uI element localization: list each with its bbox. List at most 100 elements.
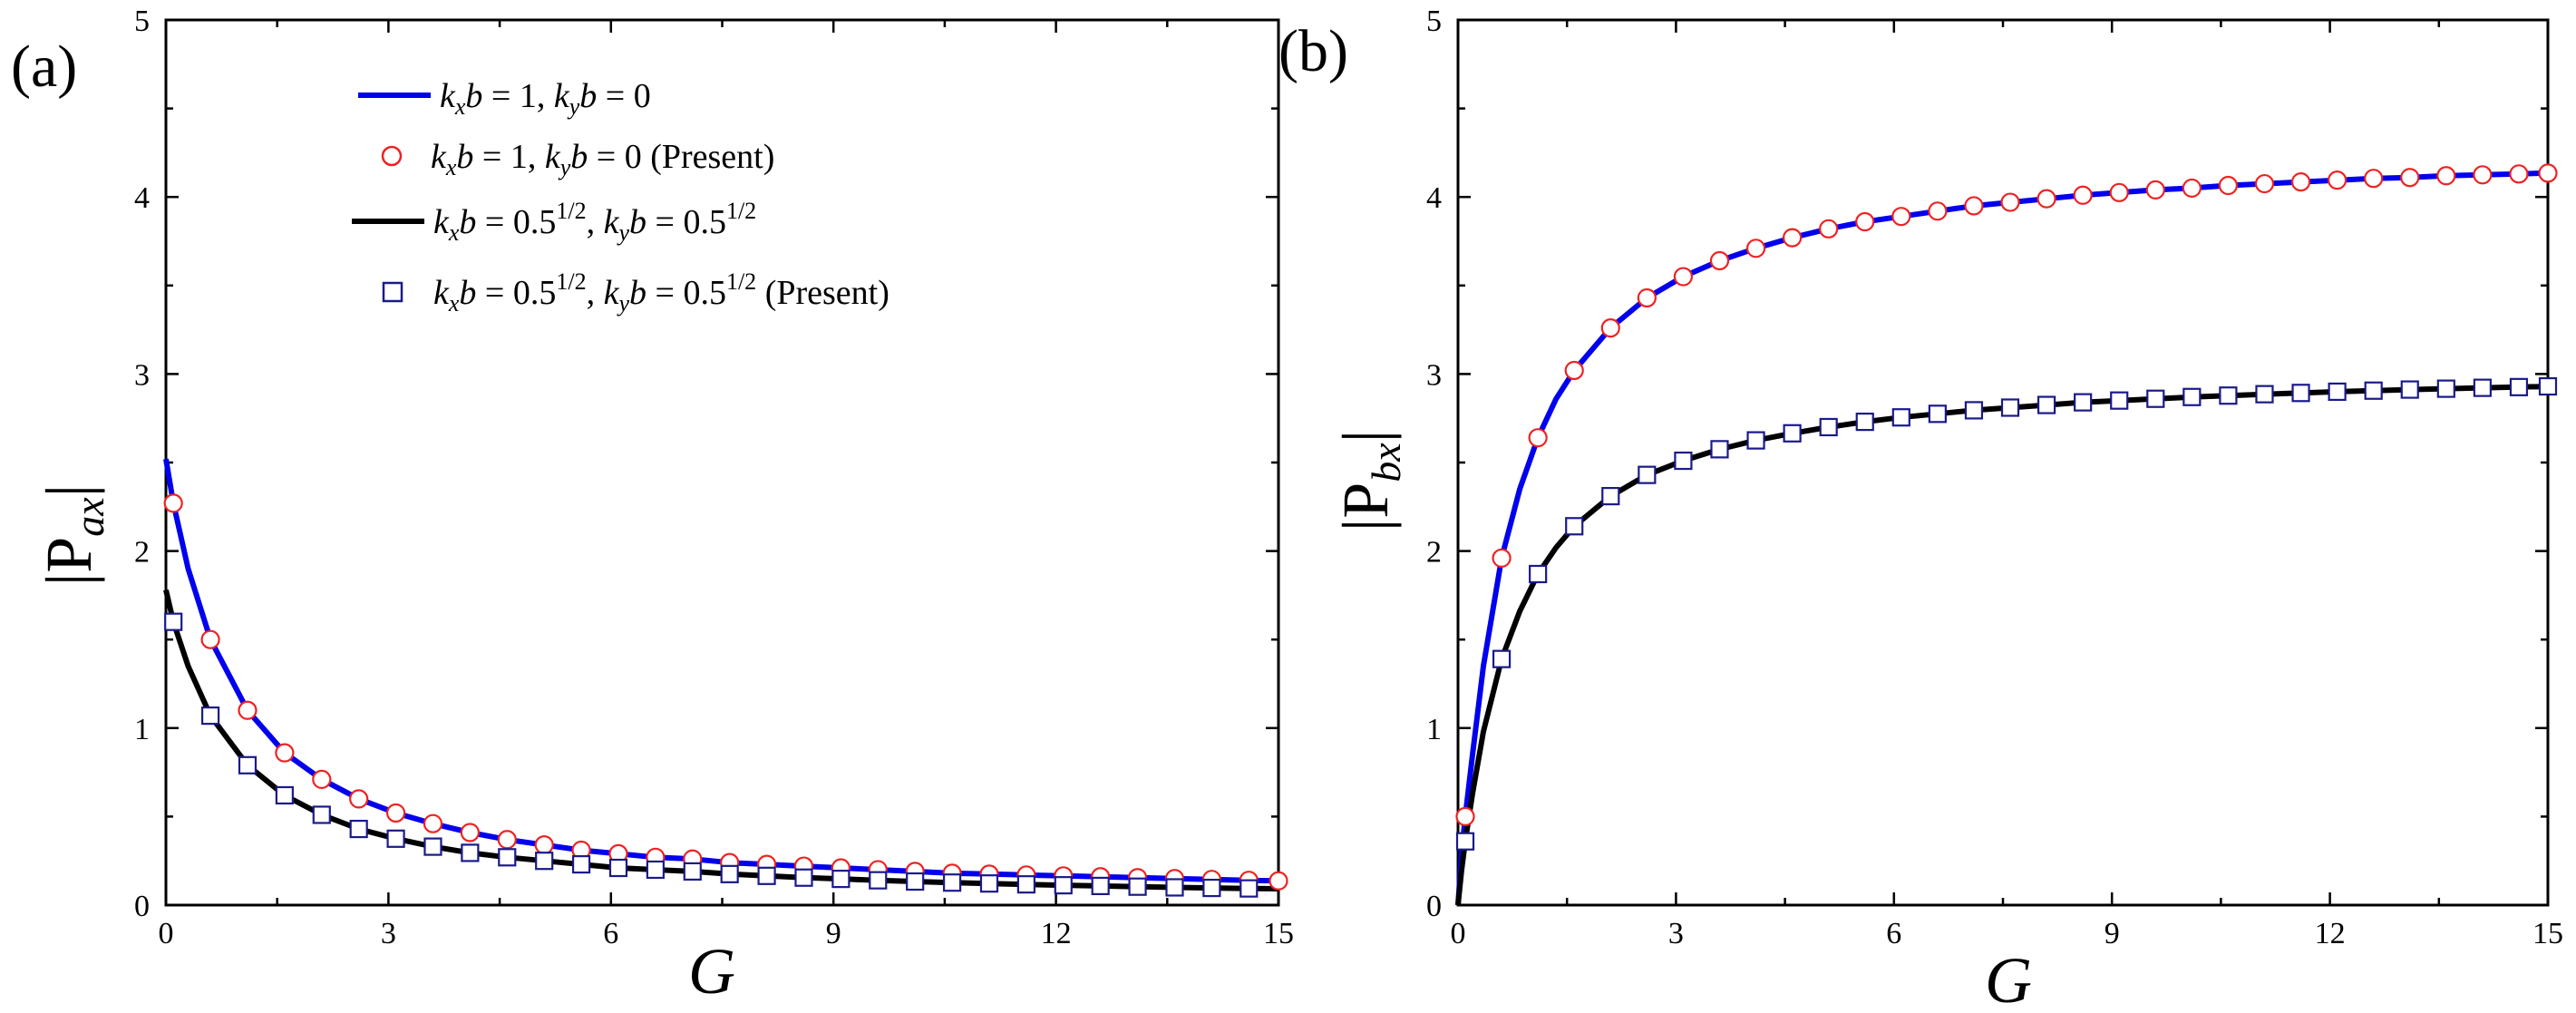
- data-point-circle-b: [2290, 172, 2311, 192]
- data-point-square-b: [2328, 382, 2347, 402]
- data-point-square-b: [1928, 404, 1947, 424]
- data-point-square-a: [608, 858, 628, 878]
- data-point-circle-a: [460, 823, 480, 843]
- data-point-square-a: [906, 872, 925, 891]
- legend-marker-circle: [381, 145, 403, 167]
- data-point-square-a: [275, 785, 294, 805]
- data-point-square-b: [2000, 398, 2020, 417]
- data-point-circle-b: [2509, 164, 2529, 184]
- data-point-circle-b: [2254, 173, 2275, 194]
- data-point-square-b: [1746, 431, 1765, 450]
- data-point-square-b: [1855, 413, 1874, 432]
- data-point-square-a: [1091, 876, 1110, 896]
- series-line-b-0: [1455, 170, 2549, 906]
- data-point-square-a: [1165, 878, 1184, 897]
- data-point-square-b: [2364, 381, 2383, 400]
- data-point-square-b: [2400, 380, 2419, 399]
- panel-b-ylabel-close: |: [1329, 430, 1402, 443]
- data-point-circle-b: [1492, 548, 1512, 569]
- data-point-square-a: [979, 874, 999, 893]
- data-point-square-b: [2036, 395, 2056, 414]
- y-tick-label-a: 4: [134, 181, 150, 215]
- data-point-circle-b: [2000, 192, 2020, 212]
- data-point-square-a: [386, 829, 405, 848]
- data-point-square-a: [423, 837, 442, 856]
- data-point-circle-b: [2218, 175, 2239, 196]
- data-point-circle-b: [1637, 287, 1657, 308]
- data-point-square-a: [535, 852, 554, 871]
- x-tick-label-b: 6: [1886, 917, 1901, 950]
- y-tick-label-b: 3: [1426, 358, 1442, 392]
- data-point-square-b: [2255, 385, 2274, 404]
- data-point-square-b: [1492, 649, 1512, 668]
- data-point-square-b: [1710, 440, 1729, 459]
- data-point-circle-b: [2538, 163, 2558, 183]
- data-point-square-b: [1565, 517, 1584, 536]
- data-point-circle-a: [163, 493, 183, 513]
- legend-marker-square: [382, 281, 403, 303]
- data-point-circle-a: [1269, 871, 1288, 891]
- panel-a-xlabel: G: [688, 935, 735, 1008]
- data-point-square-b: [2291, 384, 2310, 403]
- data-point-square-b: [1819, 417, 1838, 437]
- y-tick-label-a: 2: [134, 536, 150, 570]
- data-point-square-a: [831, 870, 851, 889]
- data-point-circle-b: [1819, 219, 1839, 239]
- data-point-circle-b: [1928, 201, 1948, 221]
- data-point-square-b: [1601, 486, 1620, 506]
- data-point-circle-b: [2182, 178, 2202, 199]
- panel-b-ylabel-main: |P: [1329, 482, 1402, 531]
- data-point-square-b: [2146, 389, 2165, 408]
- data-point-square-a: [1128, 877, 1147, 896]
- data-point-square-b: [1964, 401, 1984, 420]
- data-point-square-a: [1202, 878, 1221, 898]
- panel-a-ylabel-main: |P: [33, 537, 105, 586]
- data-point-circle-a: [534, 835, 554, 855]
- data-point-square-a: [720, 864, 739, 883]
- data-point-square-b: [2509, 377, 2529, 396]
- data-point-circle-b: [1600, 318, 1620, 338]
- x-tick-label-b: 15: [2532, 917, 2563, 950]
- y-tick-label-b: 4: [1426, 181, 1442, 215]
- x-tick-label-a: 12: [1041, 917, 1072, 950]
- data-point-circle-b: [1783, 228, 1803, 248]
- data-point-square-b: [2074, 393, 2093, 412]
- data-point-square-a: [942, 873, 962, 892]
- legend-entry-2: kxb = 1, kyb = 0 (Present): [431, 138, 774, 180]
- data-point-square-b: [2110, 391, 2129, 410]
- series-line-b-1: [1455, 384, 2549, 906]
- data-point-square-b: [1529, 564, 1548, 584]
- data-point-circle-a: [312, 769, 332, 790]
- x-tick-label-a: 6: [603, 917, 618, 950]
- data-point-circle-b: [1891, 207, 1911, 227]
- data-point-circle-a: [423, 813, 443, 833]
- data-point-circle-b: [1855, 211, 1875, 232]
- data-point-square-a: [461, 843, 480, 862]
- data-point-square-a: [683, 862, 702, 882]
- plot-b-frame: [1456, 18, 2550, 907]
- panel-a-ylabel-close: |: [33, 484, 105, 497]
- data-point-square-a: [1016, 875, 1035, 894]
- data-point-circle-b: [1709, 250, 1730, 271]
- panel-a-ylabel: |Pax|: [33, 484, 112, 586]
- x-tick-label-a: 3: [381, 917, 396, 950]
- data-point-square-b: [1783, 424, 1802, 443]
- data-point-circle-b: [2036, 189, 2056, 209]
- data-point-square-a: [757, 866, 776, 885]
- y-tick-label-a: 3: [134, 358, 150, 392]
- data-point-circle-a: [349, 789, 369, 809]
- legend-entry-4: kxb = 0.51/2, kyb = 0.51/2 (Present): [433, 268, 889, 317]
- panel-b-ylabel: |Pbx|: [1329, 430, 1409, 531]
- x-tick-label-a: 15: [1263, 917, 1294, 950]
- data-point-square-a: [646, 860, 665, 880]
- y-tick-label-b: 2: [1426, 536, 1442, 570]
- data-point-circle-b: [2109, 182, 2129, 202]
- data-point-square-a: [1239, 879, 1259, 898]
- data-point-circle-a: [385, 803, 406, 823]
- panel-a-label: (a): [11, 34, 77, 100]
